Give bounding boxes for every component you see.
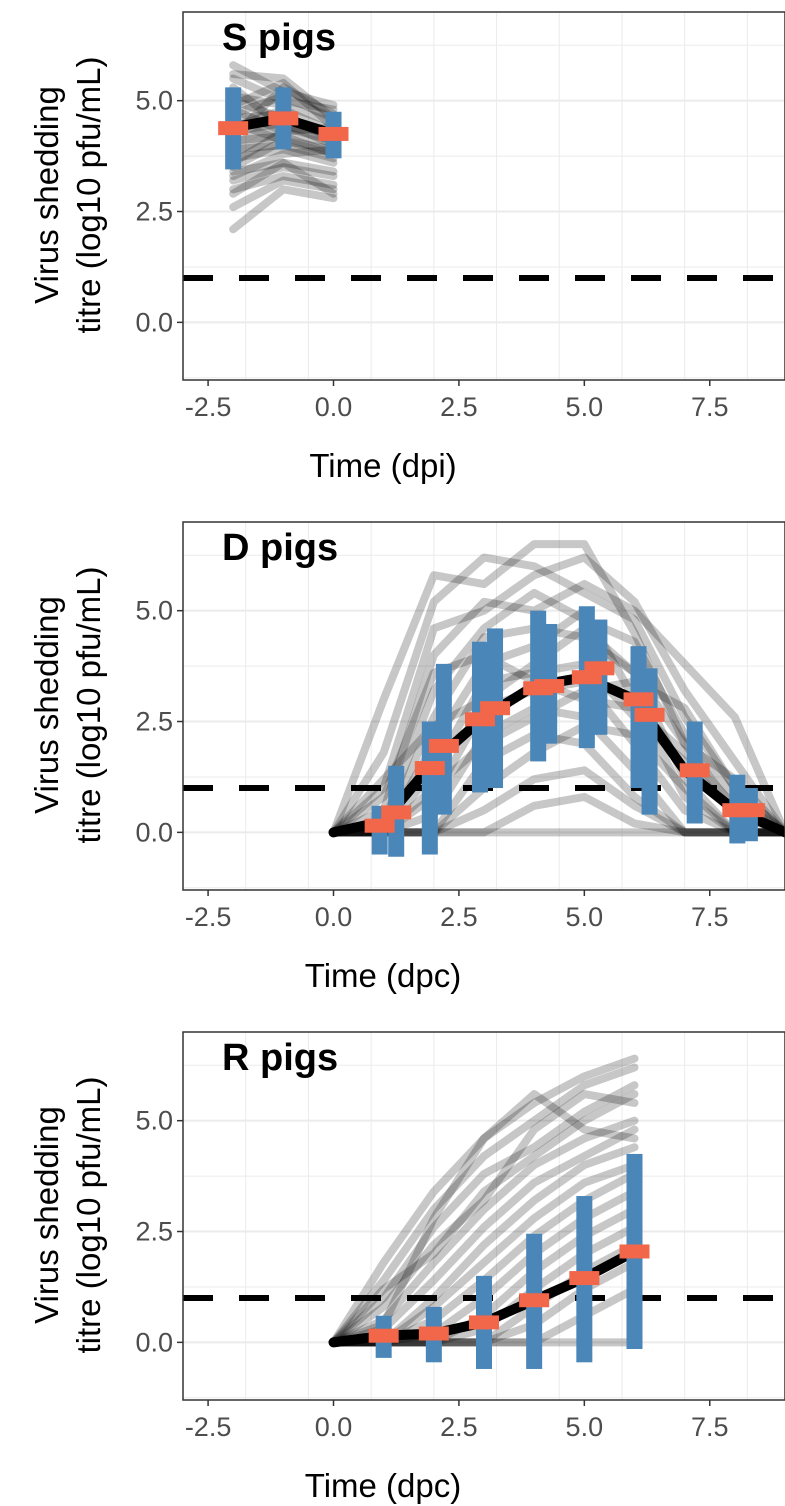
individual-trajectory	[329, 1090, 639, 1347]
individual-trajectory	[329, 1081, 639, 1347]
panel-title: D pigs	[222, 527, 338, 569]
median-mark	[218, 121, 249, 136]
median-mark	[364, 818, 395, 833]
individual-trajectory	[329, 588, 785, 837]
individual-trajectory	[229, 185, 338, 234]
interval-bar	[641, 668, 658, 815]
individual-trajectory	[329, 624, 785, 837]
individual-trajectory	[329, 624, 785, 837]
panel-border	[182, 11, 785, 381]
y-tick-label: 0.0	[135, 817, 173, 847]
x-axis-title: Time (dpc)	[305, 1467, 461, 1504]
x-tick-label: 2.5	[440, 902, 478, 932]
panel-border	[182, 521, 785, 891]
x-tick-label: 0.0	[315, 1412, 353, 1442]
panel-d-pigs: -2.5 0.0 2.5 5.0 7.5 0.0 2.5 5.0	[135, 521, 785, 932]
y-axis-title-line-2: titre (log10 pfu/mL)	[70, 567, 107, 844]
y-tick-label: 5.0	[135, 1106, 173, 1136]
median-mark	[584, 661, 615, 676]
median-mark	[619, 1244, 650, 1259]
panel-title: R pigs	[222, 1037, 338, 1079]
individual-trajectory	[329, 1063, 639, 1347]
y-axis-title-line-1: Virus shedding	[28, 1106, 65, 1324]
median-mark	[318, 126, 349, 141]
individual-trajectory	[329, 730, 785, 837]
individual-trajectory	[329, 553, 785, 837]
median-mark	[469, 1315, 499, 1330]
median-mark	[368, 1328, 399, 1343]
individual-trajectory	[329, 1090, 639, 1347]
y-tick-label: 5.0	[135, 596, 173, 626]
median-mark	[418, 1326, 449, 1341]
y-axis-title-line-2: titre (log10 pfu/mL)	[70, 57, 107, 334]
y-tick-label: 0.0	[135, 307, 173, 337]
y-tick-label: 5.0	[135, 86, 173, 116]
panel-s-pigs: -2.5 0.0 2.5 5.0 7.5 0.0 2.5 5.0	[135, 11, 785, 422]
x-tick-label: 0.0	[315, 902, 353, 932]
panel-title: S pigs	[222, 17, 336, 59]
median-mark	[534, 679, 565, 694]
individual-trajectory	[329, 792, 785, 837]
x-tick-label: 7.5	[691, 392, 729, 422]
median-mark	[623, 692, 654, 707]
x-axis-title: Time (dpc)	[305, 957, 461, 994]
individual-trajectory	[229, 70, 338, 123]
median-mark	[268, 111, 299, 126]
x-tick-label: 5.0	[566, 902, 604, 932]
y-tick-label: 2.5	[135, 1217, 173, 1247]
individual-trajectory	[329, 704, 785, 837]
individual-trajectory	[229, 145, 338, 181]
x-tick-label: 2.5	[440, 1412, 478, 1442]
plot-area	[183, 61, 785, 282]
individual-trajectory	[329, 1054, 639, 1347]
y-tick-label: 2.5	[135, 707, 173, 737]
y-axis-title-line-1: Virus shedding	[28, 596, 65, 814]
individual-trajectory	[229, 176, 338, 212]
median-mark	[381, 805, 412, 820]
individual-trajectory	[229, 163, 338, 185]
median-mark	[428, 738, 459, 753]
individual-trajectory	[329, 540, 785, 837]
median-mark	[569, 1271, 600, 1286]
individual-trajectory	[229, 158, 338, 176]
median-mark	[464, 712, 495, 727]
plot-area	[183, 1054, 785, 1369]
x-tick-label: -2.5	[185, 902, 232, 932]
grid	[183, 12, 785, 380]
y-tick-label: 2.5	[135, 197, 173, 227]
median-mark	[679, 763, 710, 778]
x-tick-label: 5.0	[566, 392, 604, 422]
individual-trajectory	[329, 766, 785, 837]
x-tick-label: -2.5	[185, 1412, 232, 1442]
y-tick-label: 0.0	[135, 1327, 173, 1357]
x-tick-label: 2.5	[440, 392, 478, 422]
median-mark	[519, 1293, 550, 1308]
median-mark	[734, 803, 765, 818]
individual-trajectory	[329, 553, 785, 837]
x-tick-label: 5.0	[566, 1412, 604, 1442]
individual-trajectory	[329, 721, 785, 837]
median-mark	[480, 701, 511, 716]
x-tick-label: 7.5	[691, 1412, 729, 1442]
individual-trajectory	[229, 158, 338, 198]
panel-r-pigs: -2.5 0.0 2.5 5.0 7.5 0.0 2.5 5.0	[135, 1031, 785, 1442]
y-axis-title-line-1: Virus shedding	[28, 86, 65, 304]
median-mark	[414, 761, 445, 776]
panel-border	[182, 1031, 785, 1401]
individual-trajectory	[229, 172, 338, 194]
x-tick-label: 7.5	[691, 902, 729, 932]
individual-trajectory	[229, 78, 338, 132]
x-axis-title: Time (dpi)	[309, 447, 456, 484]
interval-bar	[421, 721, 438, 855]
x-tick-label: -2.5	[185, 392, 232, 422]
individual-trajectory	[329, 580, 785, 837]
median-mark	[634, 707, 665, 722]
x-tick-label: 0.0	[315, 392, 353, 422]
plot-area	[183, 540, 785, 857]
y-axis-title-line-2: titre (log10 pfu/mL)	[70, 1077, 107, 1354]
